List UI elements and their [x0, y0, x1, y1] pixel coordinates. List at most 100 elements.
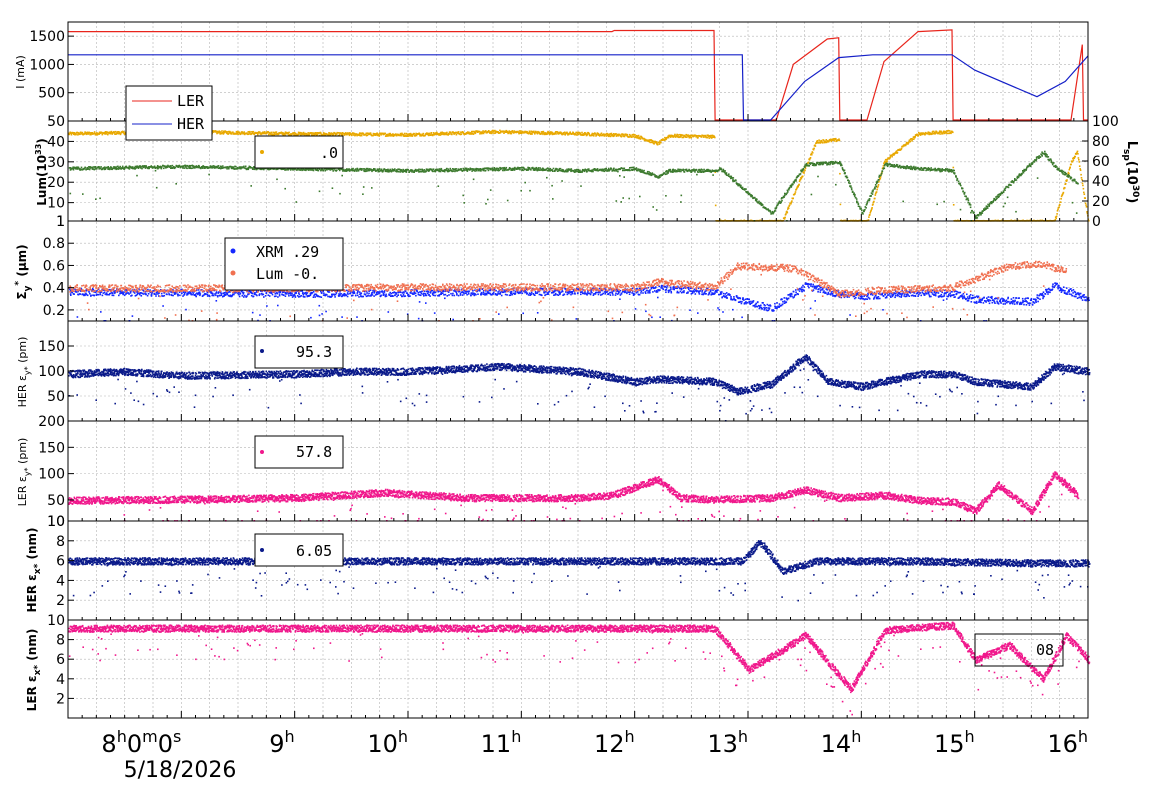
data-point — [658, 142, 660, 144]
data-point — [419, 171, 421, 173]
data-point — [929, 168, 931, 170]
data-point — [253, 166, 255, 168]
data-point — [656, 209, 658, 211]
data-point — [155, 170, 157, 172]
data-point — [164, 295, 166, 297]
data-point — [881, 172, 883, 174]
data-point — [553, 168, 555, 170]
data-point — [190, 165, 192, 167]
data-point — [620, 201, 622, 203]
data-point — [579, 170, 581, 172]
data-point — [799, 181, 801, 183]
data-point — [456, 168, 458, 170]
data-point — [665, 174, 667, 176]
data-point — [148, 168, 150, 170]
data-point — [1064, 187, 1066, 189]
data-point — [139, 294, 141, 296]
data-point — [263, 296, 265, 298]
data-point — [82, 132, 84, 134]
data-point — [238, 133, 240, 135]
data-point — [381, 169, 383, 171]
data-point — [1032, 163, 1034, 165]
data-point — [208, 174, 210, 176]
data-point — [485, 170, 487, 172]
data-point — [514, 167, 516, 169]
data-point — [851, 187, 853, 189]
data-point — [352, 168, 354, 170]
data-point — [811, 194, 813, 196]
data-point — [585, 132, 587, 134]
data-point — [409, 135, 411, 137]
data-point — [696, 135, 698, 137]
data-point — [95, 198, 97, 200]
data-point — [392, 133, 394, 135]
data-point — [965, 196, 967, 198]
data-point — [920, 167, 922, 169]
data-point — [914, 136, 916, 138]
data-point — [501, 167, 503, 169]
data-point — [1084, 193, 1086, 195]
data-point — [161, 168, 163, 170]
data-point — [735, 180, 737, 182]
data-point — [1081, 179, 1083, 181]
data-point — [790, 203, 792, 205]
data-point — [1058, 168, 1060, 170]
data-point — [163, 168, 165, 170]
data-point — [875, 194, 877, 196]
data-point — [254, 292, 256, 294]
data-point — [253, 296, 255, 298]
data-point — [346, 134, 348, 136]
data-point — [973, 212, 975, 214]
data-point — [923, 169, 925, 171]
data-point — [844, 170, 846, 172]
data-point — [733, 177, 735, 179]
data-point — [776, 206, 778, 208]
data-point — [629, 170, 631, 172]
data-point — [251, 133, 253, 135]
data-point — [897, 152, 899, 154]
data-point — [463, 170, 465, 172]
data-point — [839, 140, 841, 142]
data-point — [660, 142, 662, 144]
data-point — [93, 295, 95, 297]
data-point — [154, 293, 156, 295]
data-point — [889, 156, 891, 158]
data-point — [703, 169, 705, 171]
data-point — [913, 138, 915, 140]
data-point — [363, 186, 365, 188]
data-point — [724, 170, 726, 172]
data-point — [433, 168, 435, 170]
data-point — [473, 133, 475, 135]
data-point — [804, 166, 806, 168]
data-point — [876, 189, 878, 191]
data-point — [488, 170, 490, 172]
data-point — [519, 130, 521, 132]
data-point — [156, 293, 158, 295]
data-point — [854, 194, 856, 196]
data-point — [1029, 163, 1031, 165]
data-point — [915, 166, 917, 168]
data-point — [575, 171, 577, 173]
data-point — [561, 180, 563, 182]
data-point — [361, 135, 363, 137]
data-point — [73, 293, 75, 295]
data-point — [680, 171, 682, 173]
data-point — [320, 132, 322, 134]
data-point — [213, 295, 215, 297]
data-point — [454, 171, 456, 173]
data-point — [123, 292, 125, 294]
data-point — [218, 165, 220, 167]
data-point — [111, 131, 113, 133]
data-point — [747, 192, 749, 194]
data-point — [474, 170, 476, 172]
data-point — [349, 135, 351, 137]
data-point — [694, 171, 696, 173]
data-point — [874, 188, 876, 190]
data-point — [1013, 181, 1015, 183]
data-point — [413, 133, 415, 135]
data-point — [473, 168, 475, 170]
data-point — [1079, 161, 1081, 163]
data-point — [1066, 179, 1068, 181]
data-point — [1053, 162, 1055, 164]
